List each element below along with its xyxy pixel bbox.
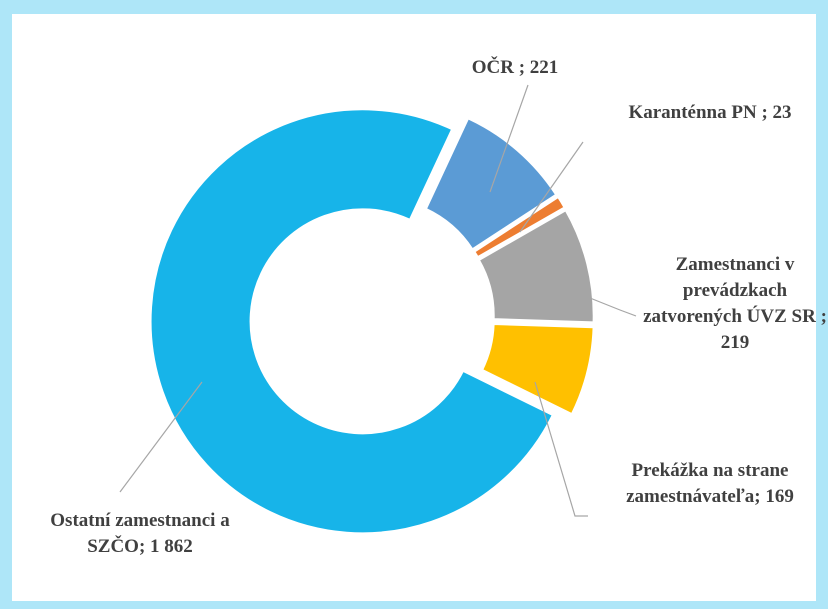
leader-line (519, 141, 584, 233)
donut-slice (477, 208, 595, 324)
data-label: Karanténna PN ; 23 (628, 102, 792, 123)
donut-slice (472, 195, 566, 259)
donut-slice (480, 322, 595, 416)
leader-line (119, 381, 203, 493)
data-label: OČR ; 221 (471, 57, 559, 78)
leader-line (589, 297, 637, 317)
donut-slice (424, 116, 558, 251)
data-label: Ostatní zamestnanci a SZČO; 1 862 (50, 510, 230, 557)
data-label: Zamestnanci v prevádzkach zatvorených ÚV… (643, 254, 827, 353)
data-label: Prekážka na strane zamestnávateľa; 169 (626, 460, 794, 507)
leader-line (489, 84, 529, 193)
donut-slice (149, 108, 555, 535)
leader-line (534, 381, 588, 517)
